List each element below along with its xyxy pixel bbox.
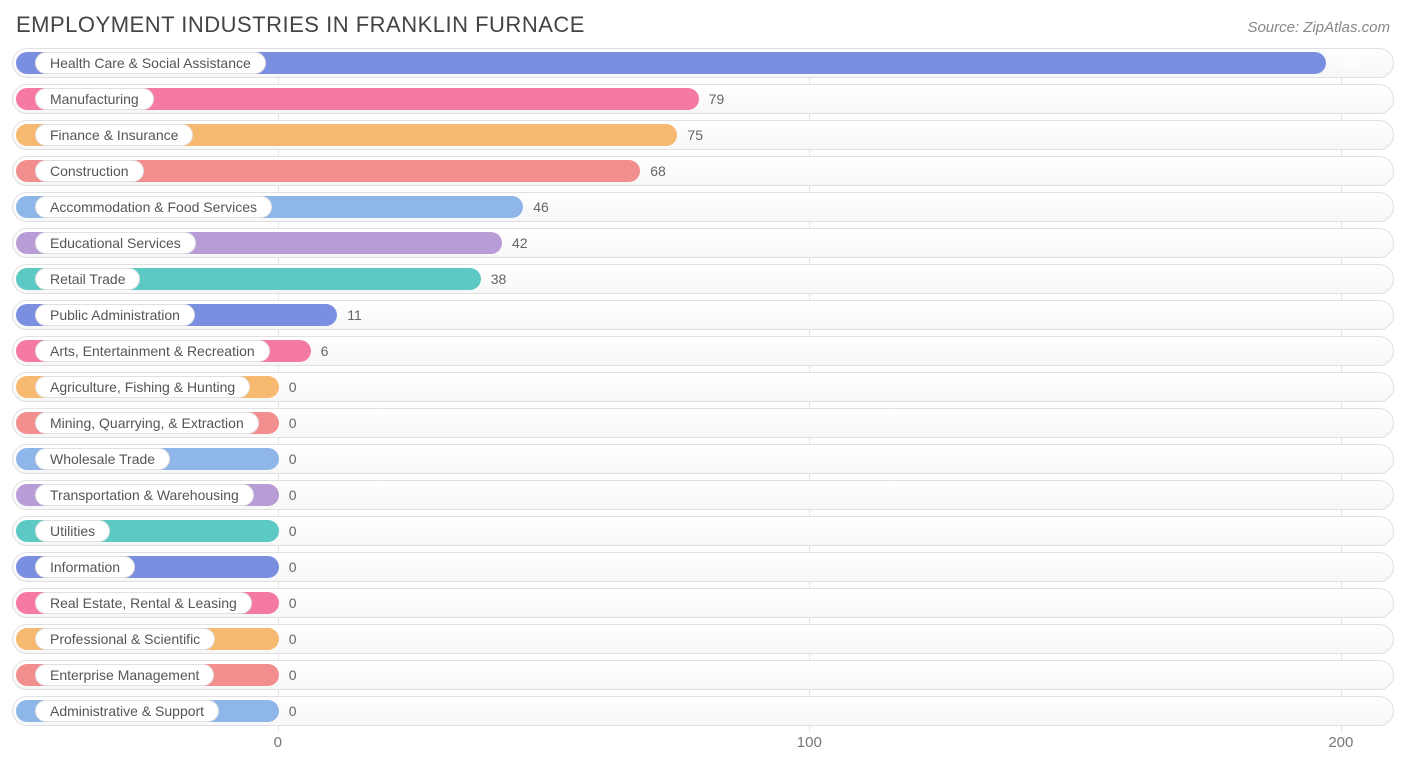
bar-value: 79 xyxy=(709,91,725,107)
bar-row: Agriculture, Fishing & Hunting 0 xyxy=(12,372,1394,402)
bar-value: 68 xyxy=(650,163,666,179)
bar-track: Information 0 xyxy=(12,552,1394,582)
bar-label: Accommodation & Food Services xyxy=(35,196,272,218)
bar-row: Professional & Scientific 0 xyxy=(12,624,1394,654)
bar-track: Accommodation & Food Services 46 xyxy=(12,192,1394,222)
bar-value: 0 xyxy=(289,451,297,467)
bar-label: Arts, Entertainment & Recreation xyxy=(35,340,270,362)
bar-row: Information 0 xyxy=(12,552,1394,582)
bar-value: 0 xyxy=(289,487,297,503)
bar-track: Wholesale Trade 0 xyxy=(12,444,1394,474)
bar-track: Agriculture, Fishing & Hunting 0 xyxy=(12,372,1394,402)
bar-row: Retail Trade 38 xyxy=(12,264,1394,294)
bar-track: Finance & Insurance 75 xyxy=(12,120,1394,150)
bar-value: 197 xyxy=(1340,55,1363,71)
bar-value: 6 xyxy=(321,343,329,359)
bar-label: Retail Trade xyxy=(35,268,140,290)
bar-label: Health Care & Social Assistance xyxy=(35,52,266,74)
bar-row: Transportation & Warehousing 0 xyxy=(12,480,1394,510)
bar-label: Administrative & Support xyxy=(35,700,219,722)
bar-track: Retail Trade 38 xyxy=(12,264,1394,294)
axis-tick-label: 100 xyxy=(797,734,822,751)
bar-row: Enterprise Management 0 xyxy=(12,660,1394,690)
bar-track: Transportation & Warehousing 0 xyxy=(12,480,1394,510)
bar-value: 38 xyxy=(491,271,507,287)
chart-area: Health Care & Social Assistance 197 Manufa… xyxy=(12,48,1394,758)
bar-row: Arts, Entertainment & Recreation 6 xyxy=(12,336,1394,366)
bar-label: Construction xyxy=(35,160,144,182)
bar-row: Wholesale Trade 0 xyxy=(12,444,1394,474)
bar-value: 46 xyxy=(533,199,549,215)
bar-value: 0 xyxy=(289,667,297,683)
bar-row: Utilities 0 xyxy=(12,516,1394,546)
bar-track: Public Administration 11 xyxy=(12,300,1394,330)
bar-label: Educational Services xyxy=(35,232,196,254)
bar-value: 0 xyxy=(289,415,297,431)
bar-row: Administrative & Support 0 xyxy=(12,696,1394,726)
bar-label: Transportation & Warehousing xyxy=(35,484,254,506)
bar-label: Real Estate, Rental & Leasing xyxy=(35,592,252,614)
bar-track: Enterprise Management 0 xyxy=(12,660,1394,690)
bar-track: Health Care & Social Assistance 197 xyxy=(12,48,1394,78)
bar-label: Finance & Insurance xyxy=(35,124,193,146)
bar-row: Construction 68 xyxy=(12,156,1394,186)
bar-value: 0 xyxy=(289,559,297,575)
bar-row: Public Administration 11 xyxy=(12,300,1394,330)
bar-value: 42 xyxy=(512,235,528,251)
bar-value: 0 xyxy=(289,595,297,611)
bar-value: 0 xyxy=(289,379,297,395)
bar-label: Utilities xyxy=(35,520,110,542)
chart-header: EMPLOYMENT INDUSTRIES IN FRANKLIN FURNAC… xyxy=(12,12,1394,38)
x-axis: 0 100 200 xyxy=(12,732,1394,756)
chart-source: Source: ZipAtlas.com xyxy=(1247,19,1390,36)
bar-label: Mining, Quarrying, & Extraction xyxy=(35,412,259,434)
axis-tick-label: 200 xyxy=(1328,734,1353,751)
bar-track: Manufacturing 79 xyxy=(12,84,1394,114)
bar-value: 0 xyxy=(289,631,297,647)
bar-label: Public Administration xyxy=(35,304,195,326)
bar-track: Utilities 0 xyxy=(12,516,1394,546)
bar-track: Construction 68 xyxy=(12,156,1394,186)
bar-track: Arts, Entertainment & Recreation 6 xyxy=(12,336,1394,366)
bar-value: 75 xyxy=(687,127,703,143)
bar-row: Educational Services 42 xyxy=(12,228,1394,258)
axis-tick-label: 0 xyxy=(274,734,282,751)
bar-track: Professional & Scientific 0 xyxy=(12,624,1394,654)
bar-row: Real Estate, Rental & Leasing 0 xyxy=(12,588,1394,618)
bar-label: Manufacturing xyxy=(35,88,154,110)
bar-row: Health Care & Social Assistance 197 xyxy=(12,48,1394,78)
bar-track: Educational Services 42 xyxy=(12,228,1394,258)
bar-value: 11 xyxy=(347,307,362,323)
bar-label: Wholesale Trade xyxy=(35,448,170,470)
bar-value: 0 xyxy=(289,523,297,539)
bar-row: Mining, Quarrying, & Extraction 0 xyxy=(12,408,1394,438)
bar-label: Enterprise Management xyxy=(35,664,214,686)
bar-label: Professional & Scientific xyxy=(35,628,215,650)
bar-row: Accommodation & Food Services 46 xyxy=(12,192,1394,222)
bar-track: Real Estate, Rental & Leasing 0 xyxy=(12,588,1394,618)
bar-row: Finance & Insurance 75 xyxy=(12,120,1394,150)
bar-row: Manufacturing 79 xyxy=(12,84,1394,114)
bar-value: 0 xyxy=(289,703,297,719)
bar-track: Administrative & Support 0 xyxy=(12,696,1394,726)
bar-track: Mining, Quarrying, & Extraction 0 xyxy=(12,408,1394,438)
bars-container: Health Care & Social Assistance 197 Manufa… xyxy=(12,48,1394,726)
bar-label: Information xyxy=(35,556,135,578)
chart-title: EMPLOYMENT INDUSTRIES IN FRANKLIN FURNAC… xyxy=(16,12,585,38)
bar-label: Agriculture, Fishing & Hunting xyxy=(35,376,250,398)
